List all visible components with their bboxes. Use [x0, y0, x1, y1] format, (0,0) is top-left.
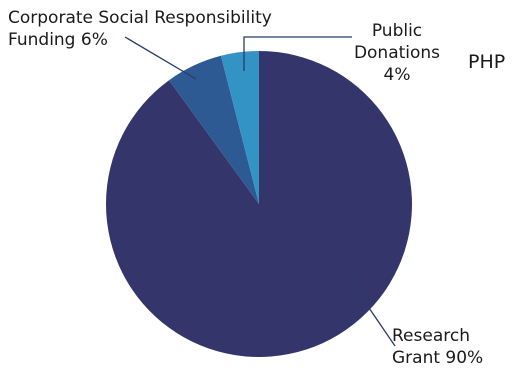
label-public-donations: Public Donations 4%	[340, 20, 454, 86]
leader-public-donations	[243, 36, 352, 71]
leader-csr-funding	[124, 36, 197, 80]
label-public-line-3: 4%	[383, 65, 411, 85]
slice-public-donations	[220, 51, 259, 204]
label-research-line-2: Grant 90%	[392, 348, 484, 368]
label-research-grant: Research Grant 90%	[392, 325, 483, 369]
label-research-line-1: Research	[392, 326, 470, 346]
label-public-line-2: Donations	[353, 43, 441, 63]
label-csr-line-1: Corporate Social Responsibility	[8, 8, 272, 28]
label-public-line-1: Public	[371, 21, 423, 41]
slice-research-grant	[105, 51, 412, 358]
label-csr-line-2: Funding 6%	[8, 30, 108, 50]
corner-label: PHP	[468, 51, 506, 73]
slice-csr-funding	[169, 55, 259, 204]
leader-research-grant	[351, 282, 396, 347]
label-csr-funding: Corporate Social Responsibility Funding …	[8, 7, 272, 51]
